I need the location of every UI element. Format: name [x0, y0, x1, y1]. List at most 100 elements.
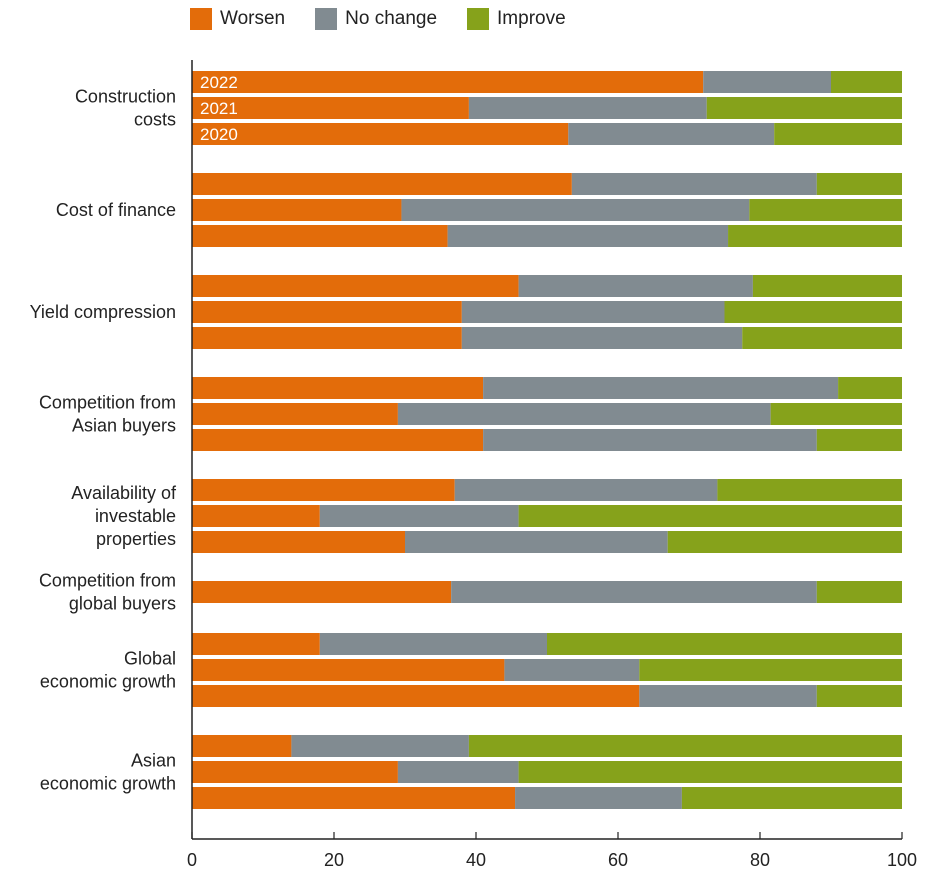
- bar-segment-improve: [749, 199, 902, 221]
- bar-segment-improve: [774, 123, 902, 145]
- bar-segment-no-change: [468, 97, 707, 119]
- bar-segment-improve: [816, 173, 902, 195]
- bar-segment-improve: [752, 275, 902, 297]
- bar-segment-worsen: [192, 581, 452, 603]
- bar-segment-worsen: [192, 429, 484, 451]
- bar-segment-no-change: [447, 225, 729, 247]
- bar-segment-improve: [547, 633, 902, 655]
- bar-segment-no-change: [461, 327, 743, 349]
- bar-segment-improve: [468, 735, 902, 757]
- bar-segment-improve: [681, 787, 902, 809]
- legend-label-no-change: No change: [345, 8, 438, 29]
- bar-segment-improve: [816, 685, 902, 707]
- bar-segment-worsen: [192, 377, 484, 399]
- legend-swatch-improve: [467, 8, 490, 30]
- bar-segment-no-change: [703, 71, 831, 93]
- bar-segment-improve: [838, 377, 902, 399]
- category-label: Availability of: [71, 483, 177, 503]
- category-label: Yield compression: [30, 302, 176, 322]
- bar-year-label: 2020: [200, 125, 238, 144]
- category-label: Cost of finance: [56, 200, 176, 220]
- bar-segment-improve: [518, 505, 902, 527]
- bar-segment-no-change: [483, 429, 817, 451]
- legend-label-improve: Improve: [497, 8, 566, 29]
- x-tick-label: 100: [887, 850, 917, 870]
- category-label: investable: [95, 506, 176, 526]
- legend: Worsen No change Improve: [190, 8, 566, 30]
- bar-segment-no-change: [454, 479, 718, 501]
- bar-segment-no-change: [518, 275, 753, 297]
- bar-segment-worsen: [192, 787, 516, 809]
- x-tick-label: 0: [187, 850, 197, 870]
- bar-segment-no-change: [401, 199, 750, 221]
- bar-year-label: 2021: [200, 99, 238, 118]
- legend-item-improve: Improve: [467, 8, 566, 30]
- bar-segment-worsen: [192, 479, 455, 501]
- bar-segment-worsen: [192, 659, 505, 681]
- bar-segment-worsen: [192, 505, 320, 527]
- bar-segment-worsen: [192, 275, 519, 297]
- bar-segment-worsen: [192, 531, 405, 553]
- legend-swatch-no-change: [315, 8, 338, 30]
- bar-segment-worsen: [192, 123, 569, 145]
- bar-segment-improve: [770, 403, 902, 425]
- category-label: Global: [124, 649, 176, 669]
- category-label: Asian buyers: [72, 416, 176, 436]
- bar-segment-worsen: [192, 199, 402, 221]
- bar-segment-improve: [706, 97, 902, 119]
- bar-segment-worsen: [192, 327, 462, 349]
- bar-segment-improve: [831, 71, 902, 93]
- bar-segment-no-change: [571, 173, 817, 195]
- bar-year-label: 2022: [200, 73, 238, 92]
- bar-segment-no-change: [319, 633, 547, 655]
- bar-segment-improve: [667, 531, 902, 553]
- bar-segment-worsen: [192, 97, 469, 119]
- legend-swatch-worsen: [190, 8, 212, 30]
- bar-segment-worsen: [192, 301, 462, 323]
- bar-segment-worsen: [192, 685, 640, 707]
- bar-segment-no-change: [405, 531, 668, 553]
- category-label: global buyers: [69, 594, 176, 614]
- legend-item-worsen: Worsen: [190, 8, 285, 30]
- category-label: economic growth: [40, 774, 176, 794]
- bar-segment-improve: [724, 301, 902, 323]
- category-label: Construction: [75, 87, 176, 107]
- bar-segment-no-change: [515, 787, 682, 809]
- bar-segment-improve: [816, 429, 902, 451]
- x-tick-label: 40: [466, 850, 486, 870]
- bar-segment-no-change: [483, 377, 839, 399]
- category-label: properties: [96, 529, 176, 549]
- category-label: Asian: [131, 751, 176, 771]
- x-tick-label: 60: [608, 850, 628, 870]
- category-label: economic growth: [40, 672, 176, 692]
- bar-segment-worsen: [192, 735, 292, 757]
- bar-segment-worsen: [192, 761, 398, 783]
- bar-segment-worsen: [192, 173, 572, 195]
- bar-segment-no-change: [451, 581, 817, 603]
- x-tick-label: 20: [324, 850, 344, 870]
- bar-segment-no-change: [504, 659, 640, 681]
- category-label: Competition from: [39, 571, 176, 591]
- bar-segment-improve: [518, 761, 902, 783]
- bar-segment-no-change: [568, 123, 775, 145]
- bar-segment-improve: [816, 581, 902, 603]
- bar-segment-improve: [728, 225, 902, 247]
- bar-segment-no-change: [319, 505, 519, 527]
- bar-segment-no-change: [461, 301, 725, 323]
- bar-segment-improve: [742, 327, 902, 349]
- bar-segment-worsen: [192, 225, 448, 247]
- legend-item-no-change: No change: [315, 8, 437, 30]
- category-label: Competition from: [39, 393, 176, 413]
- bar-segment-worsen: [192, 403, 398, 425]
- bar-segment-no-change: [639, 685, 817, 707]
- bar-segment-no-change: [397, 761, 519, 783]
- category-label: costs: [134, 110, 176, 130]
- bar-segment-no-change: [397, 403, 771, 425]
- bar-segment-no-change: [291, 735, 469, 757]
- bar-segment-improve: [717, 479, 902, 501]
- bar-segment-improve: [639, 659, 902, 681]
- legend-label-worsen: Worsen: [220, 8, 286, 29]
- bar-segment-worsen: [192, 71, 704, 93]
- x-tick-label: 80: [750, 850, 770, 870]
